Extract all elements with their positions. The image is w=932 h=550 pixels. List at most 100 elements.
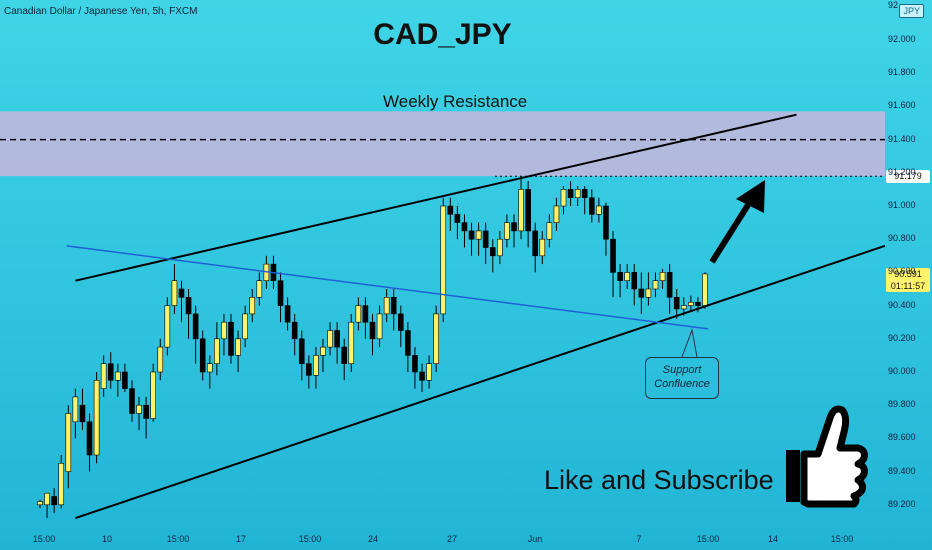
last-price-value: 90.591 bbox=[894, 269, 922, 279]
candle-body bbox=[468, 230, 475, 240]
x-tick-label: 17 bbox=[235, 534, 247, 544]
candle-body bbox=[185, 296, 192, 315]
y-tick-label: 90.600 bbox=[888, 266, 916, 277]
candle-body bbox=[419, 371, 425, 381]
candle-body bbox=[659, 272, 666, 281]
candle-body bbox=[638, 288, 645, 298]
candle-body bbox=[115, 371, 121, 381]
candle-body bbox=[497, 238, 503, 257]
candle-body bbox=[341, 346, 348, 365]
candle-body bbox=[539, 238, 546, 257]
descending-trendline bbox=[66, 245, 709, 330]
candle-body bbox=[228, 321, 234, 356]
candle-body bbox=[136, 404, 142, 414]
x-tick-label: 7 bbox=[636, 534, 642, 544]
candle-body bbox=[489, 247, 496, 257]
candle-body bbox=[235, 338, 241, 356]
callout-line-1: Support bbox=[662, 364, 702, 376]
candle-body bbox=[348, 321, 355, 365]
candle-body bbox=[355, 305, 362, 323]
candle-body bbox=[666, 272, 673, 298]
candle-body bbox=[277, 280, 284, 306]
x-tick-label: Jun bbox=[527, 534, 543, 544]
projection-arrow-head bbox=[736, 180, 765, 213]
x-tick-label: 24 bbox=[367, 534, 379, 544]
candle-body bbox=[447, 205, 454, 215]
candle-body bbox=[532, 230, 539, 257]
candle-body bbox=[214, 338, 220, 364]
candle-body bbox=[610, 238, 616, 273]
candle-body bbox=[100, 363, 107, 389]
y-tick-label: 90.200 bbox=[888, 332, 916, 343]
candle-body bbox=[581, 189, 588, 198]
candle-body bbox=[306, 363, 312, 376]
candle-body bbox=[433, 313, 439, 364]
x-tick-label: 27 bbox=[446, 534, 458, 544]
candle-body bbox=[631, 272, 638, 290]
y-tick-label: 89.800 bbox=[888, 399, 916, 410]
candle-body bbox=[680, 305, 687, 310]
x-tick-label: 15:00 bbox=[32, 534, 56, 544]
candle-body bbox=[44, 492, 50, 506]
candle-body bbox=[574, 189, 581, 198]
resistance-zone bbox=[0, 111, 885, 177]
currency-badge[interactable]: JPY bbox=[899, 4, 924, 18]
candle-body bbox=[440, 205, 447, 315]
candle-body bbox=[652, 280, 659, 290]
y-tick-label: 89.400 bbox=[888, 465, 916, 476]
x-tick-label: 14 bbox=[767, 534, 779, 544]
candle-body bbox=[475, 230, 482, 240]
candle-body bbox=[624, 272, 630, 281]
x-tick-label: 10 bbox=[101, 534, 113, 544]
candle-body bbox=[284, 305, 291, 323]
x-tick-label: 15:00 bbox=[166, 534, 190, 544]
candle-body bbox=[298, 338, 305, 364]
candle-body bbox=[596, 205, 602, 215]
candle-body bbox=[51, 496, 57, 506]
candle-body bbox=[320, 346, 326, 356]
weekly-resistance-label: Weekly Resistance bbox=[383, 92, 528, 111]
candle-body bbox=[249, 296, 256, 315]
candle-body bbox=[334, 330, 340, 348]
candle-body bbox=[454, 214, 461, 223]
bar-countdown: 01:11:57 bbox=[890, 281, 926, 291]
candle-body bbox=[695, 301, 701, 306]
candle-body bbox=[504, 222, 510, 240]
y-tick-label: 90.400 bbox=[888, 299, 916, 310]
y-tick-label: 91.400 bbox=[888, 133, 916, 144]
upper-channel-line bbox=[75, 113, 797, 282]
y-tick-label: 89.200 bbox=[888, 498, 916, 509]
candle-body bbox=[150, 371, 156, 419]
candle-body bbox=[567, 189, 574, 198]
candle-body bbox=[461, 222, 468, 232]
candle-body bbox=[511, 222, 517, 232]
candle-body bbox=[164, 305, 171, 348]
candle-body bbox=[86, 421, 93, 456]
candle-body bbox=[405, 330, 411, 356]
candle-body bbox=[589, 197, 595, 215]
y-tick-label: 91.800 bbox=[888, 67, 916, 78]
candle-body bbox=[221, 321, 227, 340]
candle-body bbox=[72, 396, 79, 423]
y-tick-label: 91.200 bbox=[888, 166, 916, 177]
candle-body bbox=[37, 501, 43, 506]
candle-body bbox=[702, 273, 708, 306]
x-tick-label: 15:00 bbox=[830, 534, 854, 544]
candle-body bbox=[171, 280, 178, 306]
thumbs-up-icon bbox=[786, 405, 868, 508]
candle-body bbox=[397, 313, 404, 331]
last-price-tag: 90.591 01:11:57 bbox=[886, 268, 930, 292]
candle-body bbox=[412, 355, 418, 373]
candle-body bbox=[178, 288, 185, 298]
candle-body bbox=[376, 313, 383, 340]
y-tick-label: 90.000 bbox=[888, 366, 916, 376]
x-tick-label: 15:00 bbox=[696, 534, 720, 544]
candle-body bbox=[673, 296, 680, 310]
callout-line-2: Confluence bbox=[654, 378, 710, 390]
candle-body bbox=[79, 404, 86, 423]
candle-body bbox=[192, 313, 199, 340]
candle-body bbox=[313, 355, 319, 376]
candle-body bbox=[256, 280, 263, 298]
